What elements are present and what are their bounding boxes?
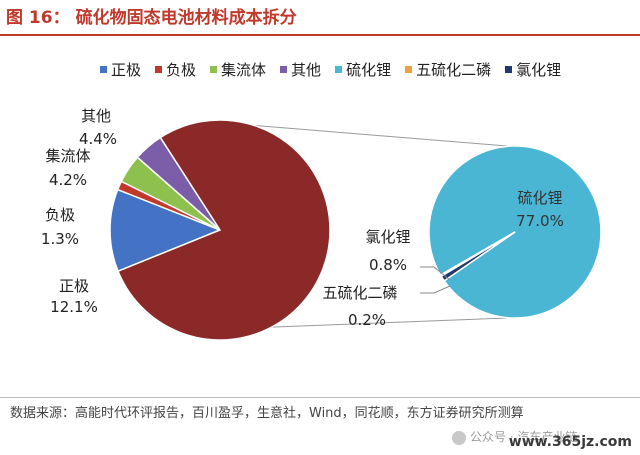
slice-value-label: 1.3% xyxy=(41,230,79,248)
slice-value-label: 12.1% xyxy=(50,298,98,316)
legend-item: 正极 xyxy=(100,59,141,80)
legend-swatch xyxy=(280,66,288,73)
legend-label: 硫化锂 xyxy=(346,61,392,79)
slice-value-label: 77.0% xyxy=(516,212,564,230)
chart-legend: 正极 负极 集流体 其他 硫化锂 五硫化二磷 氯化锂 xyxy=(100,59,561,80)
legend-item: 其他 xyxy=(280,59,321,80)
legend-item: 五硫化二磷 xyxy=(405,59,491,80)
connector-line xyxy=(271,317,508,328)
watermark-text: 公众号 · 汽车产业链 xyxy=(470,430,578,444)
slice-value-label: 0.2% xyxy=(348,311,386,329)
main-pie-slice xyxy=(109,188,223,273)
figure-title: 图 16： 硫化物固态电池材料成本拆分 xyxy=(6,3,297,28)
legend-swatch xyxy=(155,66,163,73)
legend-swatch xyxy=(210,66,218,73)
legend-item: 硫化锂 xyxy=(335,59,391,80)
site-watermark: www.365jz.com xyxy=(508,434,632,450)
detail-pie xyxy=(428,145,602,319)
legend-swatch xyxy=(505,66,513,73)
legend-swatch xyxy=(405,66,413,73)
slice-value-label: 4.2% xyxy=(49,171,87,189)
legend-item: 氯化锂 xyxy=(505,59,561,80)
legend-swatch xyxy=(100,66,107,73)
leader-line xyxy=(420,285,451,294)
legend-item: 集流体 xyxy=(210,59,266,80)
slice-category-label: 其他 xyxy=(81,107,111,125)
slice-category-label: 硫化锂 xyxy=(517,189,562,207)
connector-lines xyxy=(253,124,508,328)
slice-category-label: 氯化锂 xyxy=(365,228,410,246)
detail-pie-slice xyxy=(439,231,516,278)
source-note: 数据来源：高能时代环评报告，百川盈孚，生意社，Wind，同花顺，东方证券研究所测… xyxy=(10,406,524,421)
legend-label: 集流体 xyxy=(221,61,267,79)
figure-number: 图 16： xyxy=(6,8,70,28)
figure-title-text: 硫化物固态电池材料成本拆分 xyxy=(75,8,297,28)
footer-divider xyxy=(0,397,640,398)
legend-label: 氯化锂 xyxy=(516,61,562,79)
legend-label: 五硫化二磷 xyxy=(416,61,492,79)
slice-value-label: 0.8% xyxy=(369,256,407,274)
slice-category-label: 正极 xyxy=(59,277,89,295)
slice-category-label: 负极 xyxy=(45,206,75,224)
legend-label: 其他 xyxy=(291,61,322,79)
pie-chart: 正极 12.1% 负极 1.3% 集流体 4.2% 其他 4.4% 硫化锂 77.0% 氯化锂 0.8… xyxy=(41,107,602,341)
legend-label: 正极 xyxy=(111,61,142,79)
watermark: 公众号 · 汽车产业链 xyxy=(452,428,577,445)
legend-label: 负极 xyxy=(166,61,197,79)
legend-item: 负极 xyxy=(155,59,196,80)
main-pie xyxy=(109,119,331,341)
slice-value-label: 4.4% xyxy=(79,130,117,148)
connector-line xyxy=(253,124,508,147)
main-pie-slice xyxy=(117,119,331,341)
slice-category-label: 集流体 xyxy=(45,147,90,165)
slice-labels: 正极 12.1% 负极 1.3% 集流体 4.2% 其他 4.4% 硫化锂 77.0% 氯化锂 0.8… xyxy=(41,107,564,329)
wechat-icon xyxy=(452,430,466,445)
leader-line xyxy=(420,266,451,281)
slice-category-label: 五硫化二磷 xyxy=(322,284,397,302)
title-divider xyxy=(0,34,640,36)
legend-swatch xyxy=(335,66,343,73)
